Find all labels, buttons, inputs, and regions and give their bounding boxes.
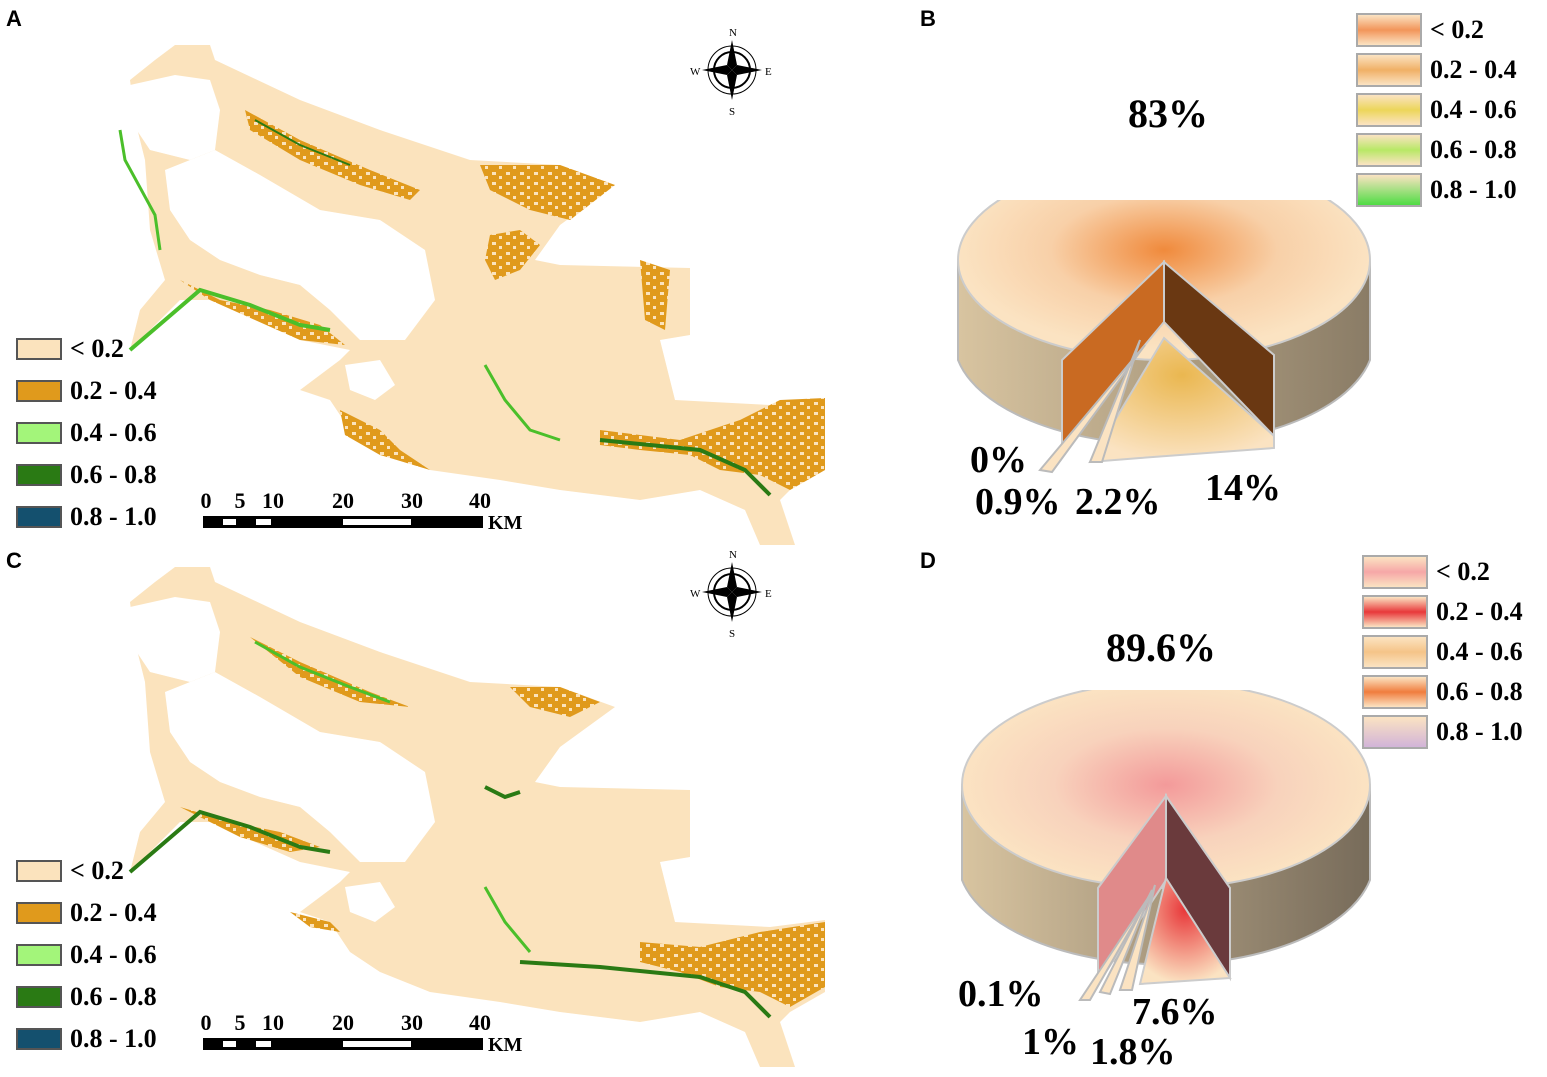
compass-e: E: [765, 588, 772, 600]
compass-w: W: [690, 66, 701, 78]
legend-item: 0.2 - 0.4: [16, 892, 157, 934]
class-patch: [245, 110, 420, 200]
riparian-line: [128, 287, 331, 352]
lake: [130, 75, 220, 160]
compass-rose-icon: [702, 562, 762, 622]
riparian-line: [118, 129, 162, 251]
pie-b-label-b: 0.9%: [975, 481, 1061, 523]
legend-item: 0.4 - 0.6: [16, 412, 157, 454]
legend-item: 0.6 - 0.8: [16, 454, 157, 496]
class-patch: [290, 912, 340, 932]
lake: [130, 597, 220, 682]
lake: [165, 150, 435, 340]
region-shape: [130, 45, 825, 545]
legend-item: 0.8 - 1.0: [1356, 170, 1517, 210]
class-patch: [480, 165, 615, 220]
legend-item: 0.2 - 0.4: [1356, 50, 1517, 90]
scale-bar-c: 0 5 10 20 30 40 KM: [200, 1010, 523, 1056]
panel-label-d: D: [920, 548, 936, 573]
scale-bar-a: 0 5 10 20 30 40 KM: [200, 488, 523, 534]
legend-item: 0.4 - 0.6: [1356, 90, 1517, 130]
pie-d-label-a: 0.1%: [958, 973, 1044, 1015]
class-patch: [340, 410, 430, 470]
pie-b-label-main: 83%: [1128, 91, 1208, 136]
legend-item: 0.6 - 0.8: [1356, 130, 1517, 170]
map-c: N S E W: [128, 549, 825, 1067]
riparian-line: [599, 438, 772, 497]
legend-item: 0.2 - 0.4: [1362, 592, 1523, 632]
legend-item: < 0.2: [1356, 10, 1517, 50]
legend-item: < 0.2: [16, 328, 157, 370]
pie-d-label-b: 1%: [1022, 1021, 1079, 1063]
riparian-line: [254, 640, 391, 704]
compass-e: E: [765, 66, 772, 78]
map-legend-c: < 0.2 0.2 - 0.4 0.4 - 0.6 0.6 - 0.8 0.8 …: [16, 850, 157, 1060]
legend-item: 0.4 - 0.6: [16, 934, 157, 976]
compass-n: N: [729, 27, 737, 39]
legend-item: 0.8 - 1.0: [16, 496, 157, 538]
lake: [165, 672, 435, 862]
legend-item: 0.4 - 0.6: [1362, 632, 1523, 672]
legend-item: 0.2 - 0.4: [16, 370, 157, 412]
pie-chart-d: [961, 690, 1371, 1001]
pie-legend-b: < 0.2 0.2 - 0.4 0.4 - 0.6 0.6 - 0.8 0.8 …: [1356, 10, 1517, 210]
class-patch: [510, 687, 600, 717]
class-patch: [600, 398, 825, 490]
riparian-line: [484, 785, 521, 800]
lake: [345, 882, 395, 922]
class-patch: [180, 280, 345, 345]
class-patch: [485, 230, 540, 280]
compass-rose-icon: [702, 40, 762, 100]
legend-item: 0.8 - 1.0: [1362, 712, 1523, 752]
panel-label-a: A: [6, 6, 22, 31]
compass-w: W: [690, 588, 701, 600]
riparian-line: [483, 364, 561, 442]
panel-label-b: B: [920, 6, 936, 31]
pie-legend-d: < 0.2 0.2 - 0.4 0.4 - 0.6 0.6 - 0.8 0.8 …: [1362, 552, 1523, 752]
compass-n: N: [729, 549, 737, 561]
legend-item: < 0.2: [16, 850, 157, 892]
compass-s: S: [729, 628, 735, 640]
pie-b-label-d: 14%: [1205, 467, 1281, 509]
map-legend-a: < 0.2 0.2 - 0.4 0.4 - 0.6 0.6 - 0.8 0.8 …: [16, 328, 157, 538]
legend-item: < 0.2: [1362, 552, 1523, 592]
panel-label-c: C: [6, 548, 22, 573]
pie-chart-b: [957, 200, 1371, 474]
region-shape: [130, 567, 825, 1067]
pie-d-label-d: 7.6%: [1132, 991, 1218, 1033]
pie-b-label-a: 0%: [970, 439, 1027, 481]
legend-item: 0.6 - 0.8: [16, 976, 157, 1018]
riparian-line: [128, 809, 331, 874]
riparian-line: [483, 886, 532, 953]
pie-d-label-main: 89.6%: [1106, 625, 1216, 670]
legend-item: 0.8 - 1.0: [16, 1018, 157, 1060]
legend-item: 0.6 - 0.8: [1362, 672, 1523, 712]
class-patch: [640, 922, 825, 1007]
riparian-line: [519, 960, 772, 1019]
pie-b-label-c: 2.2%: [1075, 481, 1161, 523]
riparian-line: [254, 119, 351, 166]
map-a: N S E W: [118, 27, 825, 545]
class-patch: [640, 260, 670, 330]
compass-s: S: [729, 106, 735, 118]
pie-d-label-c: 1.8%: [1090, 1031, 1176, 1073]
lake: [345, 360, 395, 400]
